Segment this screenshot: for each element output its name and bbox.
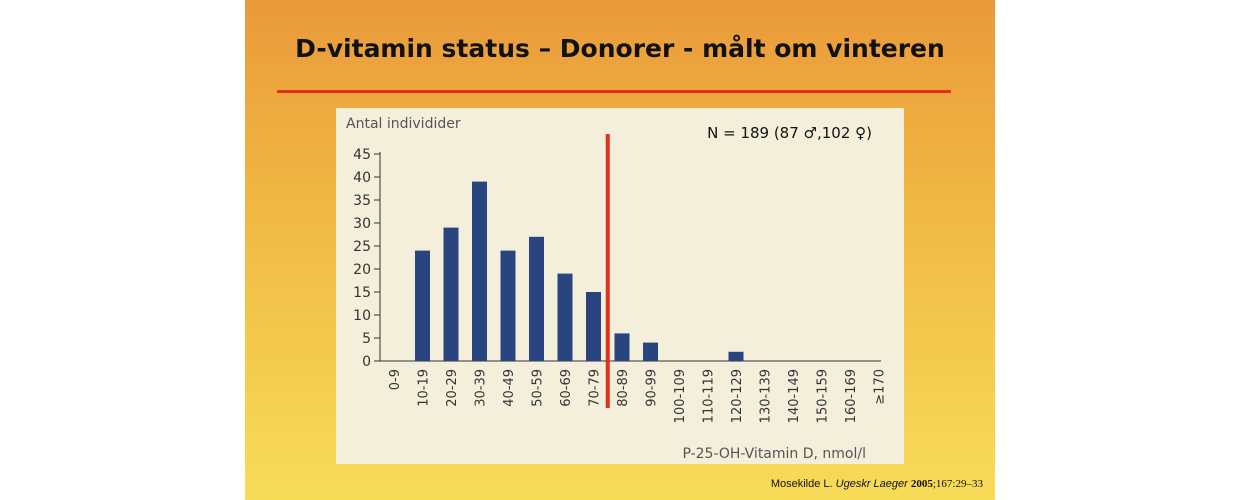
- y-tick-label: 20: [353, 262, 371, 278]
- citation-journal: Ugeskr Laeger: [835, 478, 908, 490]
- x-tick-label: 20-29: [445, 369, 460, 407]
- bar: [586, 292, 601, 361]
- sample-size-annotation: N = 189 (87 ♂,102 ♀): [707, 124, 872, 142]
- chart-panel: Antal individider N = 189 (87 ♂,102 ♀) P…: [336, 108, 904, 464]
- y-tick-label: 40: [353, 170, 371, 186]
- x-tick-label: 70-79: [588, 369, 603, 407]
- x-tick-label: 10-19: [417, 369, 432, 407]
- bar: [472, 181, 487, 361]
- x-tick-label: 60-69: [559, 369, 574, 407]
- x-tick-label: 160-169: [844, 369, 859, 423]
- y-tick-label: 10: [353, 308, 371, 324]
- citation: Mosekilde L. Ugeskr Laeger 2005;167:29–3…: [771, 478, 983, 490]
- x-tick-label: 130-139: [759, 369, 774, 423]
- x-tick-label: 100-109: [673, 369, 688, 423]
- slide: D-vitamin status – Donorer - målt om vin…: [245, 0, 995, 500]
- y-tick-label: 0: [362, 354, 371, 370]
- bar: [415, 250, 430, 361]
- title-divider: [277, 90, 951, 93]
- y-axis-label: Antal individider: [346, 116, 461, 132]
- x-axis-label: P-25-OH-Vitamin D, nmol/l: [682, 446, 866, 462]
- bar: [728, 351, 744, 361]
- x-tick-label: 150-159: [816, 369, 831, 423]
- bar: [557, 273, 573, 361]
- histogram-chart: Antal individider N = 189 (87 ♂,102 ♀) P…: [346, 116, 888, 462]
- bar: [614, 333, 630, 361]
- bar: [443, 227, 459, 361]
- y-tick-label: 15: [353, 285, 371, 301]
- y-tick-label: 5: [362, 331, 371, 347]
- citation-year: 2005: [910, 478, 933, 490]
- y-tick-label: 30: [353, 216, 371, 232]
- x-tick-label: 50-59: [531, 369, 546, 407]
- x-tick-label: 80-89: [616, 369, 631, 407]
- y-tick-label: 35: [353, 193, 371, 209]
- x-tick-label: 40-49: [502, 369, 517, 407]
- slide-title: D-vitamin status – Donorer - målt om vin…: [295, 34, 945, 63]
- x-tick-label: 120-129: [730, 369, 745, 423]
- bar: [643, 342, 658, 361]
- x-tick-label: 90-99: [645, 369, 660, 407]
- bar: [529, 236, 544, 361]
- y-tick-label: 25: [353, 239, 371, 255]
- bar: [500, 250, 516, 361]
- citation-author: Mosekilde L.: [770, 478, 833, 490]
- x-tick-label: 0-9: [388, 369, 403, 390]
- x-tick-label: ≥170: [873, 369, 888, 405]
- x-tick-label: 140-149: [787, 369, 802, 423]
- citation-pages: ;167:29–33: [932, 478, 983, 490]
- x-tick-label: 30-39: [474, 369, 489, 407]
- x-tick-label: 110-119: [702, 369, 717, 423]
- y-tick-label: 45: [353, 147, 371, 163]
